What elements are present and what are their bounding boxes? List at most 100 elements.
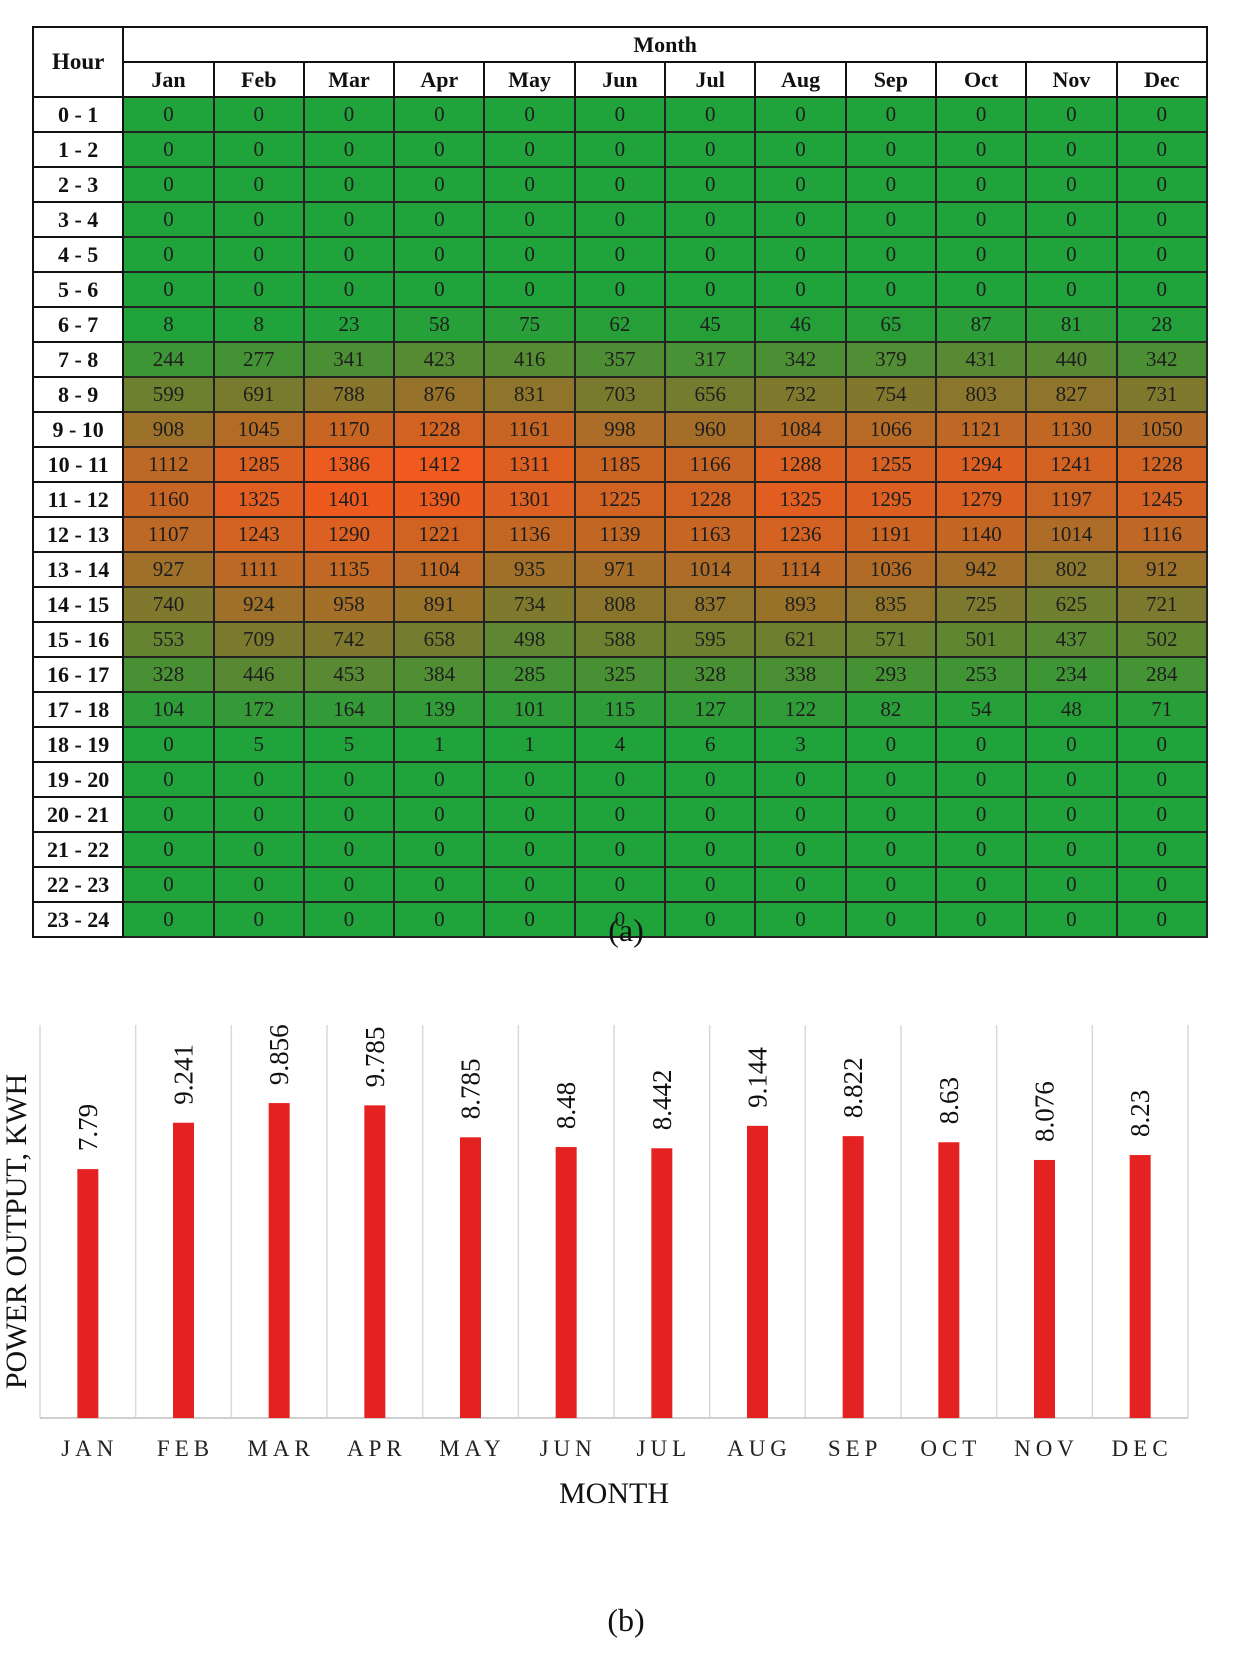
heatmap-cell: 595 xyxy=(664,621,757,658)
heatmap-cell: 0 xyxy=(934,96,1028,133)
data-label: 8.822 xyxy=(838,1057,868,1118)
heatmap-cell: 709 xyxy=(212,621,305,658)
heatmap-cell: 0 xyxy=(212,131,305,168)
heatmap-cell: 0 xyxy=(664,166,757,203)
heatmap-cell: 0 xyxy=(573,201,667,238)
heatmap-cell: 0 xyxy=(393,201,486,238)
heatmap-cell: 0 xyxy=(573,166,667,203)
heatmap-cell: 1225 xyxy=(573,481,667,518)
heatmap-cell: 0 xyxy=(934,796,1028,833)
heatmap-cell: 0 xyxy=(212,96,305,133)
bar-dec xyxy=(1129,1155,1151,1418)
heatmap-cell: 691 xyxy=(212,376,305,413)
tick-label-dec: DEC xyxy=(1112,1436,1173,1461)
heatmap-cell: 998 xyxy=(573,411,667,448)
heatmap-cell: 0 xyxy=(1025,166,1118,203)
heatmap-cell: 0 xyxy=(754,166,847,203)
heatmap-cell: 831 xyxy=(483,376,576,413)
data-label: 9.856 xyxy=(264,1024,294,1085)
heatmap-row: 8 - 9 599 691 788 876 831 703 656 732 754 803 827 73… xyxy=(31,376,1209,413)
heatmap-cell: 384 xyxy=(393,656,486,693)
heatmap-cell: 0 xyxy=(844,166,937,203)
heatmap-cell: 0 xyxy=(302,761,396,798)
heatmap-cell: 0 xyxy=(122,866,215,903)
heatmap-row: 23 - 24 0 0 0 0 0 0 0 0 0 0 0 0 xyxy=(31,901,1209,938)
heatmap-cell: 0 xyxy=(754,796,847,833)
bar-oct xyxy=(938,1142,960,1418)
heatmap-cell: 1228 xyxy=(664,481,757,518)
data-label: 8.63 xyxy=(934,1077,964,1124)
heatmap-cell: 0 xyxy=(664,271,757,308)
heatmap-cell: 0 xyxy=(1025,831,1118,868)
heatmap-cell: 732 xyxy=(754,376,847,413)
heatmap-cell: 0 xyxy=(573,866,667,903)
heatmap-cell: 0 xyxy=(934,866,1028,903)
bar-nov xyxy=(1034,1159,1055,1418)
heatmap-cell: 0 xyxy=(483,901,576,938)
month-header-jun: Jun xyxy=(573,61,667,98)
heatmap-cell: 71 xyxy=(1115,691,1209,728)
heatmap-cell: 0 xyxy=(212,236,305,273)
heatmap-cell: 0 xyxy=(1025,131,1118,168)
heatmap-row: 14 - 15 740 924 958 891 734 808 837 893 835 725 625… xyxy=(31,586,1209,623)
hour-label: 19 - 20 xyxy=(31,761,125,798)
heatmap-cell: 379 xyxy=(844,341,937,378)
heatmap-cell: 0 xyxy=(1115,166,1209,203)
heatmap-cell: 0 xyxy=(664,236,757,273)
tick-label-nov: NOV xyxy=(1014,1436,1079,1461)
heatmap-cell: 0 xyxy=(1115,761,1209,798)
heatmap-cell: 423 xyxy=(393,341,486,378)
bar-apr xyxy=(364,1105,386,1418)
heatmap-cell: 172 xyxy=(212,691,305,728)
heatmap-cell: 338 xyxy=(754,656,847,693)
heatmap-cell: 1112 xyxy=(122,446,215,483)
heatmap-cell: 802 xyxy=(1025,551,1118,588)
hour-label: 2 - 3 xyxy=(31,166,125,203)
heatmap-cell: 0 xyxy=(122,96,215,133)
heatmap-cell: 1221 xyxy=(393,516,486,553)
heatmap-cell: 1228 xyxy=(393,411,486,448)
heatmap-cell: 328 xyxy=(122,656,215,693)
heatmap-cell: 0 xyxy=(122,726,215,763)
data-label: 7.79 xyxy=(73,1104,103,1151)
heatmap-cell: 0 xyxy=(664,761,757,798)
heatmap-cell: 1104 xyxy=(393,551,486,588)
heatmap-cell: 0 xyxy=(754,866,847,903)
heatmap-cell: 0 xyxy=(483,271,576,308)
data-label: 9.785 xyxy=(360,1027,390,1088)
heatmap-cell: 0 xyxy=(212,796,305,833)
heatmap-cell: 0 xyxy=(934,236,1028,273)
heatmap-cell: 1285 xyxy=(212,446,305,483)
month-group-header: Month xyxy=(122,26,1208,63)
heatmap-cell: 28 xyxy=(1115,306,1209,343)
heatmap-cell: 1139 xyxy=(573,516,667,553)
heatmap-cell: 0 xyxy=(393,236,486,273)
heatmap-row: 16 - 17 328 446 453 384 285 325 328 338 293 253 234… xyxy=(31,656,1209,693)
heatmap-cell: 0 xyxy=(1115,866,1209,903)
heatmap-cell: 734 xyxy=(483,586,576,623)
heatmap-cell: 0 xyxy=(573,761,667,798)
heatmap-cell: 0 xyxy=(1025,236,1118,273)
data-label: 9.144 xyxy=(743,1047,773,1108)
tick-label-mar: MAR xyxy=(247,1436,314,1461)
heatmap-cell: 960 xyxy=(664,411,757,448)
heatmap-table: Hour Month Jan Feb Mar Apr May Jun Jul Aug Sep Oc… xyxy=(31,26,1209,938)
heatmap-cell: 0 xyxy=(483,166,576,203)
heatmap-cell: 0 xyxy=(664,831,757,868)
month-header-row: Jan Feb Mar Apr May Jun Jul Aug Sep Oct Nov Dec xyxy=(33,61,1209,98)
data-label: 8.785 xyxy=(456,1059,486,1120)
heatmap-cell: 357 xyxy=(573,341,667,378)
heatmap-cell: 0 xyxy=(844,726,937,763)
heatmap-cell: 1161 xyxy=(483,411,576,448)
heatmap-cell: 827 xyxy=(1025,376,1118,413)
heatmap-cell: 0 xyxy=(1115,131,1209,168)
heatmap-cell: 127 xyxy=(664,691,757,728)
heatmap-cell: 431 xyxy=(934,341,1028,378)
heatmap-cell: 1 xyxy=(393,726,486,763)
heatmap-cell: 588 xyxy=(573,621,667,658)
heatmap-cell: 0 xyxy=(393,271,486,308)
monthly-output-bar-chart: 7.79 JAN 9.241 FEB 9.856 MAR 9.785 APR 8.785 MAY 8… xyxy=(0,1024,1189,1510)
heatmap-cell: 87 xyxy=(934,306,1028,343)
y-axis-title: POWER OUTPUT, KWH xyxy=(0,1074,33,1389)
